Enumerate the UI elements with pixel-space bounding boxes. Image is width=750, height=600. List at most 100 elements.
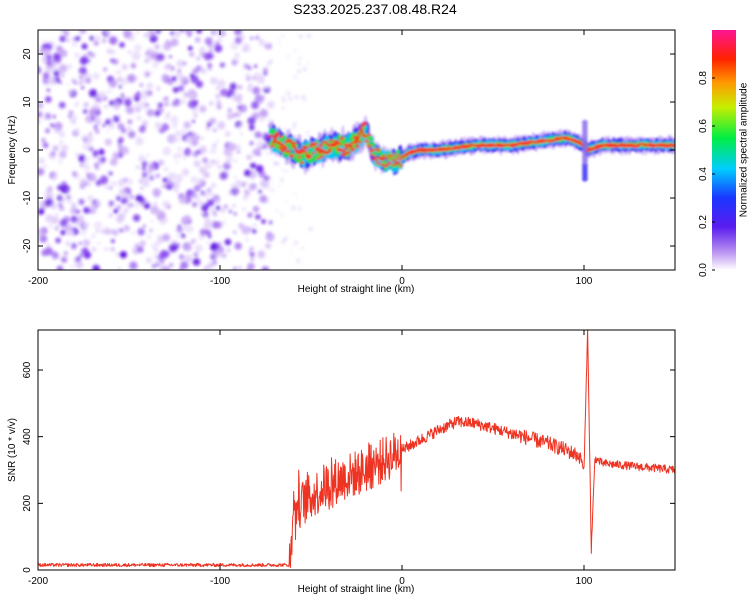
bottom-x-axis: -200 -100 0 100 — [28, 330, 593, 587]
noise-speckle — [61, 181, 67, 188]
noise-speckle — [176, 72, 183, 79]
snr-panel: -200 -100 0 100 0 200 400 600 Height of straig… — [7, 329, 676, 595]
noise-speckle — [235, 144, 241, 151]
signal-spike-blob — [581, 175, 588, 182]
signal-blob — [385, 157, 390, 160]
noise-speckle — [200, 68, 207, 74]
noise-speckle — [280, 213, 284, 217]
noise-speckle — [238, 266, 242, 270]
noise-speckle — [82, 141, 92, 151]
noise-speckle — [107, 89, 112, 93]
noise-speckle — [172, 181, 180, 189]
colorbar-tick-label: 0.4 — [698, 167, 709, 181]
signal-blob — [460, 144, 466, 147]
noise-speckle — [70, 215, 78, 223]
noise-speckle — [42, 40, 46, 43]
noise-speckle — [178, 195, 188, 205]
noise-speckle — [178, 254, 185, 260]
noise-speckle — [123, 225, 130, 232]
noise-speckle — [303, 98, 307, 102]
noise-speckle — [52, 174, 58, 180]
noise-speckle — [154, 122, 162, 129]
signal-blob — [373, 158, 378, 161]
noise-speckle — [301, 246, 304, 250]
noise-speckle — [117, 114, 121, 118]
noise-speckle — [175, 234, 180, 238]
noise-speckle — [130, 62, 137, 69]
noise-speckle — [233, 212, 238, 216]
signal-blob — [384, 164, 389, 167]
noise-speckle — [185, 201, 189, 204]
noise-speckle — [42, 116, 47, 120]
noise-speckle — [202, 211, 209, 218]
noise-speckle — [166, 125, 170, 130]
noise-speckle — [266, 152, 270, 155]
noise-speckle — [228, 209, 232, 214]
signal-spike-blob — [581, 154, 588, 161]
signal-blob — [527, 142, 532, 145]
noise-speckle — [120, 198, 127, 205]
noise-speckle — [153, 201, 158, 206]
noise-speckle — [250, 162, 257, 169]
noise-speckle — [163, 42, 172, 51]
noise-speckle — [44, 96, 52, 103]
noise-speckle — [158, 159, 164, 166]
noise-speckle — [38, 103, 42, 110]
noise-speckle — [78, 75, 84, 80]
signal-blob — [271, 128, 276, 135]
noise-speckle — [233, 159, 238, 163]
noise-speckle — [145, 257, 152, 264]
noise-speckle — [51, 251, 60, 260]
noise-speckle — [173, 153, 179, 159]
noise-speckle — [259, 108, 269, 118]
signal-blob — [323, 140, 328, 144]
noise-speckle — [118, 84, 123, 89]
noise-speckle — [220, 207, 226, 213]
signal-blob — [383, 166, 388, 171]
signal-spike-blob — [581, 119, 588, 126]
signal-blob — [293, 141, 298, 145]
noise-speckle — [264, 45, 267, 48]
noise-speckle — [198, 200, 205, 206]
noise-speckle — [288, 96, 293, 101]
noise-speckle — [99, 175, 109, 184]
noise-speckle — [109, 158, 118, 166]
signal-blob — [287, 139, 293, 143]
noise-speckle — [93, 40, 99, 46]
noise-speckle — [193, 184, 201, 192]
noise-speckle — [56, 194, 63, 202]
noise-speckle — [116, 231, 120, 234]
noise-speckle — [60, 229, 66, 236]
noise-speckle — [116, 253, 119, 256]
signal-blob — [335, 140, 340, 144]
signal-blob — [277, 146, 283, 150]
noise-speckle — [278, 38, 280, 41]
noise-speckle — [217, 79, 226, 88]
noise-speckle — [56, 224, 61, 229]
noise-speckle — [92, 104, 96, 109]
noise-speckle — [233, 30, 243, 36]
noise-speckle — [159, 128, 165, 134]
noise-speckle — [70, 206, 78, 215]
noise-speckle — [49, 224, 53, 228]
signal-blob — [389, 155, 395, 157]
noise-speckle — [217, 121, 226, 130]
noise-speckle — [180, 261, 189, 270]
noise-speckle — [135, 107, 141, 113]
noise-speckle — [71, 114, 78, 120]
noise-speckle — [232, 204, 236, 208]
signal-blob — [509, 145, 515, 148]
noise-speckle — [191, 107, 198, 114]
noise-speckle — [143, 202, 151, 210]
signal-blob — [535, 141, 540, 144]
noise-speckle — [166, 173, 174, 181]
noise-speckle — [187, 101, 194, 108]
noise-speckle — [234, 242, 242, 250]
noise-speckle — [79, 183, 86, 190]
bottom-x-axis-label: Height of straight line (km) — [298, 584, 415, 595]
noise-speckle — [84, 164, 91, 171]
noise-speckle — [123, 208, 129, 214]
noise-speckle — [182, 225, 188, 231]
noise-speckle — [104, 105, 108, 109]
